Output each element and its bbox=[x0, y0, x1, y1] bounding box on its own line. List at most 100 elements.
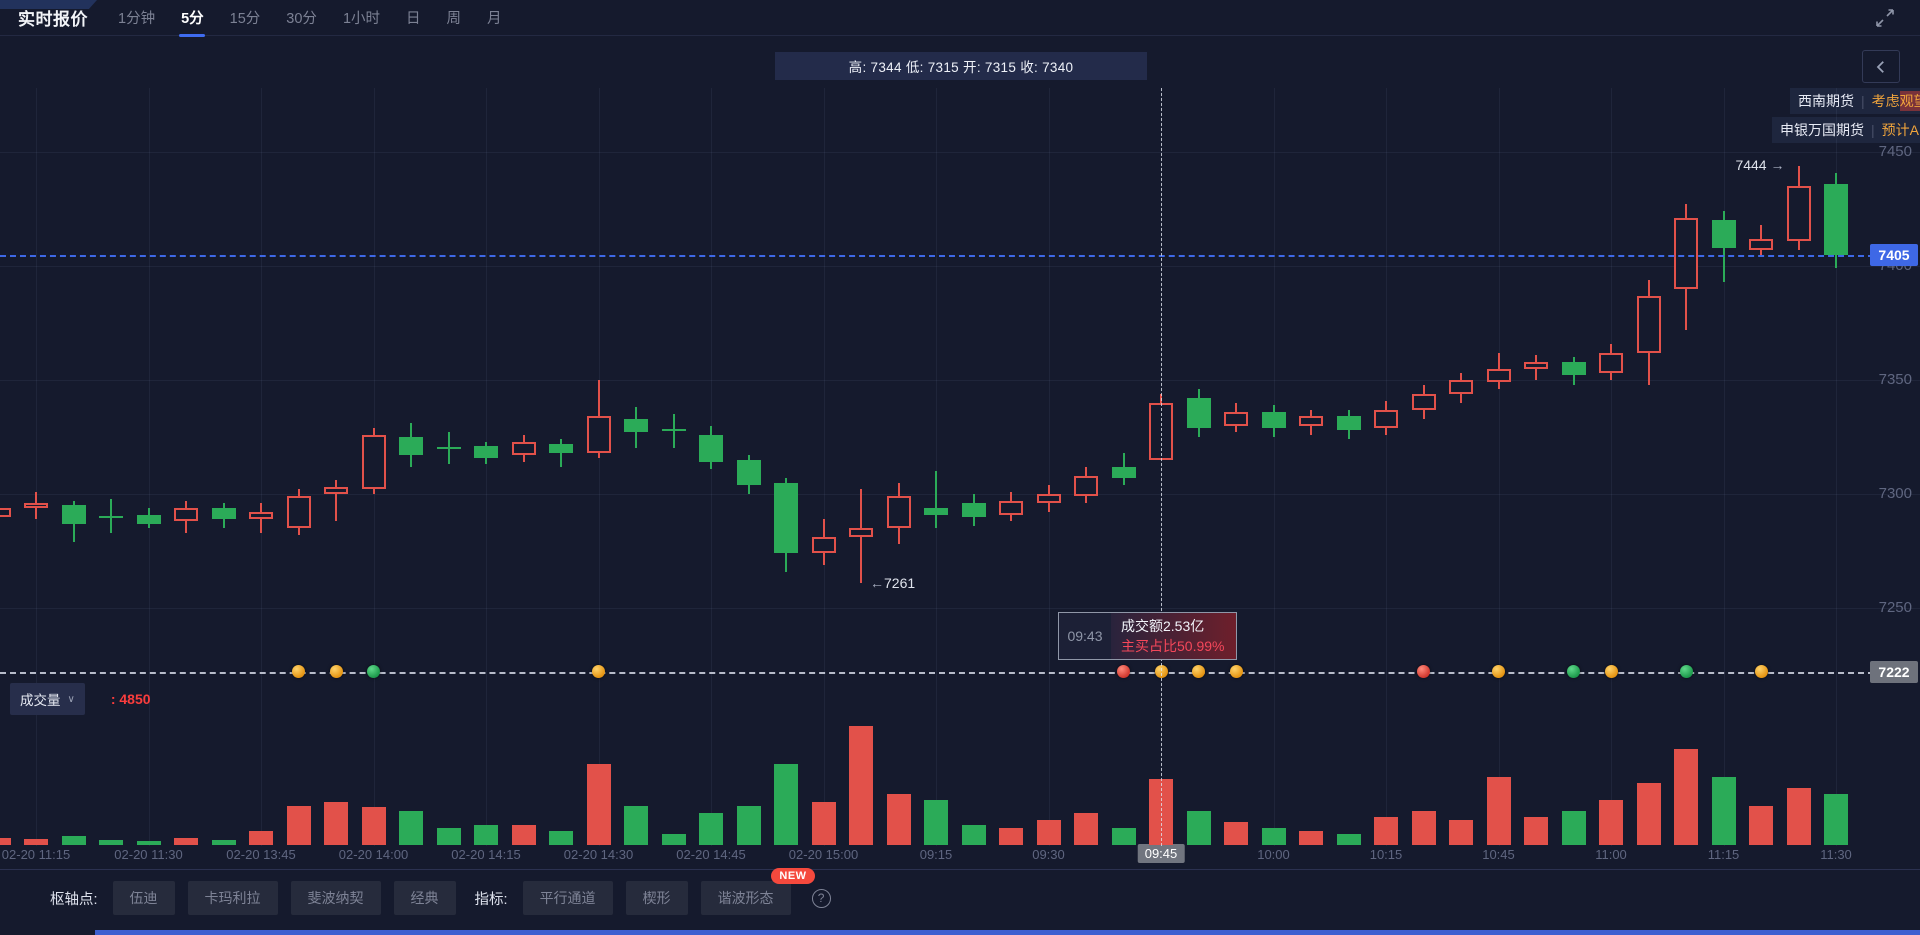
volume-bar[interactable] bbox=[699, 813, 723, 845]
candle[interactable] bbox=[924, 507, 948, 515]
volume-bar[interactable] bbox=[1374, 816, 1398, 845]
sentiment-marker-icon[interactable] bbox=[329, 664, 343, 678]
candle[interactable] bbox=[1599, 352, 1623, 374]
pivot-button-卡玛利拉[interactable]: 卡玛利拉 bbox=[187, 881, 278, 915]
collapse-icon[interactable] bbox=[1874, 7, 1896, 29]
candle[interactable] bbox=[1486, 368, 1511, 383]
volume-bar[interactable] bbox=[1749, 805, 1773, 845]
candle[interactable] bbox=[1824, 183, 1848, 255]
candle[interactable] bbox=[136, 514, 161, 524]
volume-bar[interactable] bbox=[1111, 827, 1136, 845]
tab-5分[interactable]: 5分 bbox=[181, 3, 204, 32]
volume-bar[interactable] bbox=[436, 827, 461, 845]
candle[interactable] bbox=[436, 447, 461, 450]
candle-wick[interactable] bbox=[672, 414, 675, 449]
volume-bar[interactable] bbox=[361, 807, 386, 845]
sentiment-marker-icon[interactable] bbox=[1604, 664, 1618, 678]
volume-bar[interactable] bbox=[1674, 749, 1698, 845]
tab-1分钟[interactable]: 1分钟 bbox=[118, 11, 156, 27]
volume-bar[interactable] bbox=[661, 833, 686, 845]
volume-bar[interactable] bbox=[1636, 782, 1661, 845]
volume-bar[interactable] bbox=[549, 831, 573, 845]
candle[interactable] bbox=[661, 429, 686, 432]
candle[interactable] bbox=[1261, 411, 1286, 428]
volume-bar[interactable] bbox=[1336, 833, 1361, 845]
sentiment-marker-icon[interactable] bbox=[1229, 664, 1243, 678]
volume-bar[interactable] bbox=[511, 824, 536, 845]
candle[interactable] bbox=[886, 496, 911, 529]
volume-bar[interactable] bbox=[1824, 793, 1848, 845]
candle[interactable] bbox=[1374, 409, 1398, 428]
candle[interactable] bbox=[361, 434, 386, 490]
candle[interactable] bbox=[1074, 475, 1098, 497]
candle[interactable] bbox=[1449, 380, 1473, 394]
candle[interactable] bbox=[1786, 186, 1811, 241]
candle-wick[interactable] bbox=[110, 498, 112, 533]
volume-bar[interactable] bbox=[249, 831, 273, 845]
candle[interactable] bbox=[1561, 361, 1586, 376]
volume-bar[interactable] bbox=[1524, 816, 1548, 845]
candle-wick[interactable] bbox=[560, 439, 562, 467]
candle[interactable] bbox=[586, 416, 611, 453]
volume-bar[interactable] bbox=[1186, 811, 1211, 845]
volume-bar[interactable] bbox=[1561, 811, 1586, 845]
candle[interactable] bbox=[1111, 466, 1136, 479]
candle[interactable] bbox=[324, 487, 348, 494]
broker-row[interactable]: 西南期货|考虑观望 bbox=[1790, 88, 1920, 114]
volume-bar[interactable] bbox=[1486, 777, 1511, 845]
broker-row[interactable]: 申银万国期货|预计AP bbox=[1772, 117, 1920, 143]
volume-bar[interactable] bbox=[1261, 827, 1286, 845]
candle[interactable] bbox=[1411, 393, 1436, 410]
candle[interactable] bbox=[286, 496, 311, 529]
volume-bar[interactable] bbox=[174, 837, 198, 845]
volume-indicator-select[interactable]: 成交量 ∨ bbox=[10, 683, 85, 715]
sentiment-marker-icon[interactable] bbox=[1492, 664, 1505, 678]
volume-bar[interactable] bbox=[1299, 831, 1323, 845]
candle[interactable] bbox=[1224, 411, 1248, 426]
volume-bar[interactable] bbox=[474, 824, 498, 845]
sentiment-marker-icon[interactable] bbox=[1117, 664, 1130, 678]
sentiment-marker-icon[interactable] bbox=[292, 664, 305, 678]
candle[interactable] bbox=[1674, 218, 1698, 289]
indicator-button-楔形[interactable]: 楔形 bbox=[625, 881, 688, 915]
candle[interactable] bbox=[774, 482, 798, 554]
volume-bar[interactable] bbox=[849, 726, 873, 845]
candle-wick[interactable] bbox=[335, 480, 337, 522]
candle[interactable] bbox=[736, 459, 761, 485]
tab-30分[interactable]: 30分 bbox=[286, 11, 317, 27]
volume-bar[interactable] bbox=[324, 801, 348, 845]
candle[interactable] bbox=[399, 437, 423, 456]
volume-bar[interactable] bbox=[1411, 811, 1436, 845]
volume-bar[interactable] bbox=[586, 763, 611, 845]
candle[interactable] bbox=[1186, 398, 1211, 428]
candle[interactable] bbox=[1636, 295, 1661, 353]
tab-周[interactable]: 周 bbox=[446, 11, 462, 27]
candle[interactable] bbox=[1524, 361, 1548, 369]
volume-bar[interactable] bbox=[1074, 813, 1098, 845]
volume-bar[interactable] bbox=[0, 838, 11, 845]
tab-15分[interactable]: 15分 bbox=[229, 11, 261, 27]
sentiment-marker-icon[interactable] bbox=[1679, 664, 1693, 678]
volume-bar[interactable] bbox=[1599, 799, 1623, 845]
candle[interactable] bbox=[1036, 494, 1061, 504]
chevron-left-button[interactable] bbox=[1862, 50, 1900, 83]
volume-bar[interactable] bbox=[136, 840, 161, 845]
candle[interactable] bbox=[1299, 416, 1323, 426]
indicator-button-平行通道[interactable]: 平行通道 bbox=[522, 881, 613, 915]
sentiment-marker-icon[interactable] bbox=[1567, 664, 1580, 678]
volume-bar[interactable] bbox=[886, 793, 911, 845]
volume-bar[interactable] bbox=[774, 763, 798, 845]
candle[interactable] bbox=[624, 418, 648, 433]
pivot-button-经典[interactable]: 经典 bbox=[393, 881, 456, 915]
volume-bar[interactable] bbox=[736, 805, 761, 845]
sentiment-marker-icon[interactable] bbox=[1417, 664, 1430, 678]
candle[interactable] bbox=[474, 446, 498, 458]
volume-bar[interactable] bbox=[624, 805, 648, 845]
volume-bar[interactable] bbox=[286, 805, 311, 845]
tab-日[interactable]: 日 bbox=[406, 11, 421, 27]
candle[interactable] bbox=[811, 537, 836, 554]
candle[interactable] bbox=[549, 443, 573, 453]
sentiment-marker-icon[interactable] bbox=[1192, 664, 1205, 678]
volume-bar[interactable] bbox=[24, 839, 48, 845]
